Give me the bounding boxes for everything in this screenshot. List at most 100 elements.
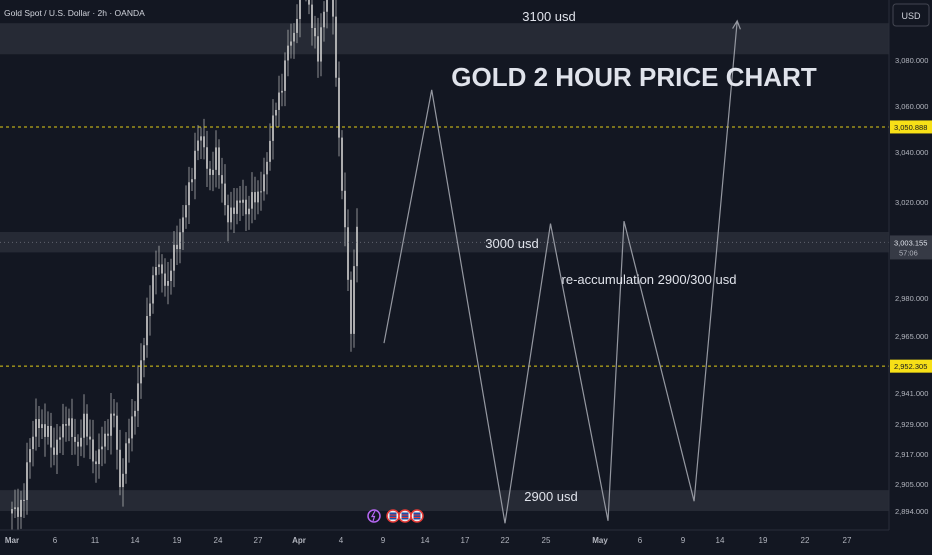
candle-body bbox=[314, 27, 316, 37]
candle-body bbox=[98, 449, 100, 465]
price-axis-panel[interactable] bbox=[889, 0, 932, 530]
candle-body bbox=[32, 436, 34, 450]
candle-body bbox=[353, 266, 355, 334]
projection-arrowhead bbox=[732, 19, 741, 30]
candle-body bbox=[101, 446, 103, 450]
candle-body bbox=[110, 413, 112, 436]
candle-body bbox=[320, 27, 322, 62]
y-tick-label: 3,080.000 bbox=[895, 56, 928, 65]
candle-body bbox=[62, 424, 64, 438]
countdown-label: 57:06 bbox=[899, 248, 918, 257]
candle-body bbox=[299, 0, 301, 19]
candle-body bbox=[278, 92, 280, 110]
candle-body bbox=[323, 11, 325, 28]
x-tick-label: 19 bbox=[759, 536, 768, 545]
x-tick-label: 6 bbox=[638, 536, 643, 545]
y-tick-label: 2,894.000 bbox=[895, 507, 928, 516]
candle-body bbox=[152, 275, 154, 304]
candle-body bbox=[290, 41, 292, 46]
candle-body bbox=[53, 447, 55, 455]
candle-body bbox=[251, 192, 253, 209]
candle-body bbox=[71, 418, 73, 437]
candle-body bbox=[116, 415, 118, 450]
candle-body bbox=[65, 424, 67, 426]
flag-field bbox=[413, 512, 421, 520]
candle-body bbox=[284, 60, 286, 91]
y-tick-label: 3,020.000 bbox=[895, 198, 928, 207]
y-tick-label: 2,905.000 bbox=[895, 480, 928, 489]
candle-body bbox=[296, 18, 298, 33]
candle-body bbox=[341, 137, 343, 191]
candle-body bbox=[281, 90, 283, 93]
candle-body bbox=[158, 264, 160, 267]
y-tick-label: 3,060.000 bbox=[895, 102, 928, 111]
candle-body bbox=[266, 161, 268, 175]
candle-body bbox=[155, 266, 157, 276]
candle-body bbox=[179, 232, 181, 250]
x-tick-label: 19 bbox=[173, 536, 182, 545]
x-tick-label: Mar bbox=[5, 536, 19, 545]
candle-body bbox=[41, 424, 43, 429]
candle-body bbox=[47, 425, 49, 437]
x-tick-label: Apr bbox=[292, 536, 306, 545]
candle-body bbox=[224, 183, 226, 206]
y-tick-label: 2,941.000 bbox=[895, 389, 928, 398]
zone-band bbox=[0, 23, 889, 55]
x-tick-label: 4 bbox=[339, 536, 344, 545]
candle-body bbox=[233, 207, 235, 214]
candle-body bbox=[209, 168, 211, 175]
candle-body bbox=[134, 410, 136, 417]
x-tick-label: May bbox=[592, 536, 608, 545]
candle-body bbox=[326, 0, 328, 12]
annotation-reaccumulation: re-accumulation 2900/300 usd bbox=[562, 272, 737, 287]
candle-body bbox=[164, 273, 166, 286]
flag-icon[interactable] bbox=[398, 509, 412, 523]
currency-button[interactable] bbox=[892, 3, 930, 27]
candle-body bbox=[269, 140, 271, 162]
candle-body bbox=[176, 244, 178, 250]
candle-body bbox=[113, 413, 115, 416]
candle-body bbox=[197, 140, 199, 151]
candle-body bbox=[188, 182, 190, 206]
x-tick-label: 14 bbox=[131, 536, 140, 545]
zone-label-2900: 2900 usd bbox=[524, 489, 578, 504]
x-tick-label: 22 bbox=[501, 536, 510, 545]
candle-body bbox=[56, 439, 58, 455]
x-tick-label: 27 bbox=[843, 536, 852, 545]
candle-body bbox=[203, 136, 205, 148]
candle-body bbox=[35, 419, 37, 437]
y-tick-label: 2,917.000 bbox=[895, 450, 928, 459]
y-tick-label: 2,980.000 bbox=[895, 294, 928, 303]
x-tick-label: 17 bbox=[461, 536, 470, 545]
candle-body bbox=[332, 0, 334, 17]
candle-body bbox=[122, 473, 124, 488]
x-tick-label: 9 bbox=[381, 536, 386, 545]
x-tick-label: 24 bbox=[214, 536, 223, 545]
x-tick-label: 9 bbox=[681, 536, 686, 545]
candle-body bbox=[20, 499, 22, 517]
y-tick-label: 2,965.000 bbox=[895, 332, 928, 341]
candle-body bbox=[350, 279, 352, 334]
candle-body bbox=[140, 360, 142, 384]
time-axis-panel[interactable] bbox=[0, 530, 889, 550]
y-tick-label: 3,040.000 bbox=[895, 148, 928, 157]
candle-body bbox=[80, 437, 82, 447]
candle-body bbox=[59, 437, 61, 440]
candle-body bbox=[86, 413, 88, 437]
y-tick-label: 2,929.000 bbox=[895, 420, 928, 429]
candle-body bbox=[182, 217, 184, 233]
zone-band bbox=[0, 490, 889, 511]
candle-body bbox=[11, 509, 13, 514]
flag-icon[interactable] bbox=[386, 509, 400, 523]
candle-body bbox=[23, 499, 25, 501]
candle-body bbox=[119, 449, 121, 488]
symbol-title[interactable]: Gold Spot / U.S. Dollar · 2h · OANDA bbox=[4, 8, 145, 18]
flag-field bbox=[401, 512, 409, 520]
candle-body bbox=[77, 441, 79, 447]
candle-body bbox=[338, 77, 340, 138]
chart-title: GOLD 2 HOUR PRICE CHART bbox=[451, 62, 817, 92]
lightning-icon[interactable] bbox=[367, 509, 381, 523]
flag-icon[interactable] bbox=[410, 509, 424, 523]
